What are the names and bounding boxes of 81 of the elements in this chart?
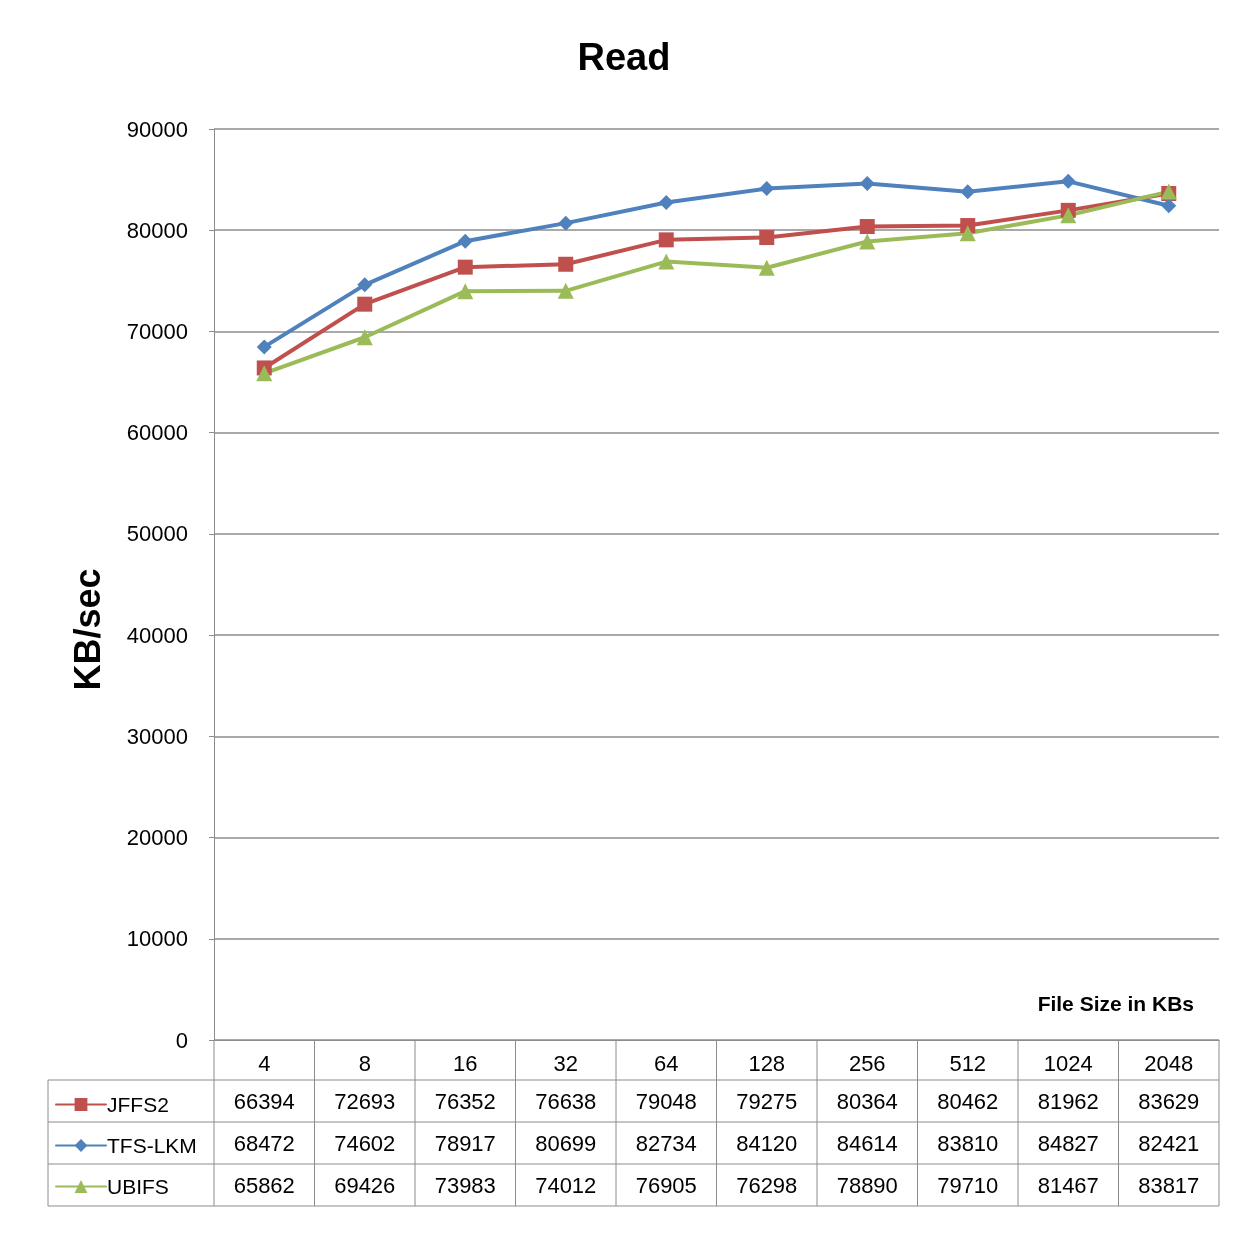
y-axis-title: KB/sec bbox=[66, 568, 108, 691]
legend-label: TFS-LKM bbox=[107, 1134, 197, 1157]
point bbox=[959, 225, 976, 242]
data-label: 66394 bbox=[233, 1088, 295, 1114]
point bbox=[658, 195, 674, 211]
data-label: 76905 bbox=[635, 1172, 697, 1198]
data-label: 81467 bbox=[1037, 1172, 1099, 1198]
x-tick-label: 32 bbox=[553, 1050, 578, 1076]
x-axis-title: File Size in KBs bbox=[1037, 991, 1194, 1015]
y-tick-label: 70000 bbox=[126, 318, 188, 344]
data-label: 78917 bbox=[434, 1130, 496, 1156]
data-label: 76352 bbox=[434, 1088, 496, 1114]
point bbox=[357, 277, 373, 293]
chart-title: Read bbox=[577, 36, 671, 78]
y-tick-label: 0 bbox=[175, 1027, 188, 1053]
x-tick-label: 4 bbox=[258, 1050, 271, 1076]
point bbox=[256, 365, 273, 382]
y-tick-label: 20000 bbox=[126, 825, 188, 851]
point bbox=[759, 230, 775, 246]
point bbox=[758, 259, 775, 276]
point bbox=[859, 219, 875, 235]
data-label: 80364 bbox=[836, 1088, 898, 1114]
x-tick-label: 8 bbox=[358, 1050, 371, 1076]
y-tick-label: 80000 bbox=[126, 217, 188, 243]
data-label: 82421 bbox=[1138, 1130, 1200, 1156]
data-label: 80462 bbox=[937, 1088, 999, 1114]
point bbox=[859, 233, 876, 250]
point bbox=[658, 253, 675, 270]
data-label: 80699 bbox=[535, 1130, 597, 1156]
y-tick-label: 10000 bbox=[126, 926, 188, 952]
x-tick-label: 16 bbox=[453, 1050, 478, 1076]
data-label: 79710 bbox=[937, 1172, 999, 1198]
data-label: 68472 bbox=[233, 1130, 295, 1156]
point bbox=[558, 256, 574, 272]
data-label: 72693 bbox=[334, 1088, 396, 1114]
point bbox=[759, 181, 775, 197]
data-label: 76638 bbox=[535, 1088, 597, 1114]
data-label: 76298 bbox=[736, 1172, 798, 1198]
point bbox=[557, 282, 574, 299]
point bbox=[859, 176, 875, 192]
point bbox=[960, 184, 976, 200]
data-label: 74602 bbox=[334, 1130, 396, 1156]
x-tick-label: 256 bbox=[848, 1050, 886, 1076]
data-label: 83817 bbox=[1138, 1172, 1200, 1198]
y-tick-label: 40000 bbox=[126, 622, 188, 648]
data-label: 73983 bbox=[434, 1172, 496, 1198]
point bbox=[1060, 173, 1076, 189]
y-tick-label: 90000 bbox=[126, 116, 188, 142]
data-label: 84827 bbox=[1037, 1130, 1099, 1156]
y-tick-label: 30000 bbox=[126, 723, 188, 749]
data-label: 81962 bbox=[1037, 1088, 1099, 1114]
point bbox=[1161, 198, 1177, 214]
point bbox=[558, 215, 574, 231]
data-label: 82734 bbox=[635, 1130, 697, 1156]
x-tick-label: 2048 bbox=[1144, 1050, 1194, 1076]
data-label: 83629 bbox=[1138, 1088, 1200, 1114]
point bbox=[457, 233, 473, 249]
point bbox=[357, 296, 373, 312]
point bbox=[658, 232, 674, 248]
data-label: 84614 bbox=[836, 1130, 898, 1156]
point bbox=[457, 283, 474, 300]
data-label: 79048 bbox=[635, 1088, 697, 1114]
point bbox=[256, 339, 272, 355]
data-label: 69426 bbox=[334, 1172, 396, 1198]
point bbox=[1060, 207, 1077, 224]
y-tick-label: 50000 bbox=[126, 521, 188, 547]
x-tick-label: 128 bbox=[748, 1050, 786, 1076]
x-tick-label: 512 bbox=[949, 1050, 987, 1076]
point bbox=[356, 329, 373, 346]
data-label: 84120 bbox=[736, 1130, 798, 1156]
x-tick-label: 64 bbox=[654, 1050, 679, 1076]
data-label: 65862 bbox=[233, 1172, 295, 1198]
point bbox=[457, 259, 473, 275]
data-label: 79275 bbox=[736, 1088, 798, 1114]
x-tick-label: 1024 bbox=[1043, 1050, 1093, 1076]
y-tick-label: 60000 bbox=[126, 420, 188, 446]
data-label: 78890 bbox=[836, 1172, 898, 1198]
legend-label: JFFS2 bbox=[107, 1093, 169, 1116]
data-label: 74012 bbox=[535, 1172, 597, 1198]
data-label: 83810 bbox=[937, 1130, 999, 1156]
legend-label: UBIFS bbox=[107, 1175, 169, 1198]
